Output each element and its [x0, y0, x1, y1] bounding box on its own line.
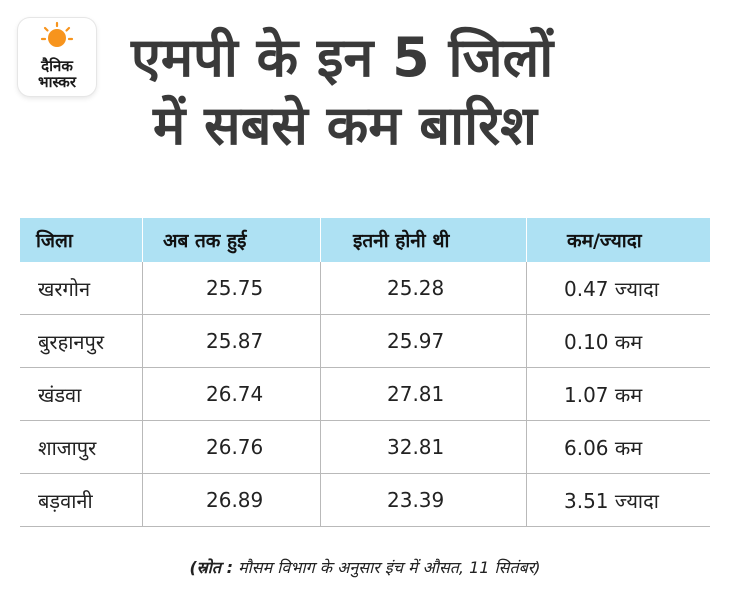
table-row: बुरहानपुर 25.87 25.97 0.10 कम — [20, 315, 710, 368]
cell-district: बड़वानी — [38, 488, 93, 513]
cell-deficit-excess: 6.06 कम — [526, 421, 710, 473]
table-header-row: जिला अब तक हुई इतनी होनी थी कम/ज्यादा — [20, 218, 710, 262]
table-row: खंडवा 26.74 27.81 1.07 कम — [20, 368, 710, 421]
cell-district: शाजापुर — [38, 435, 97, 460]
cell-rain-expected: 25.28 — [320, 262, 526, 314]
source-note: (स्रोत : मौसम विभाग के अनुसार इंच में औस… — [0, 556, 730, 578]
cell-rain-so-far: 26.89 — [142, 474, 320, 526]
cell-district: बुरहानपुर — [38, 329, 105, 354]
header-rain-so-far: अब तक हुई — [142, 218, 320, 262]
cell-rain-so-far: 26.74 — [142, 368, 320, 420]
source-text: मौसम विभाग के अनुसार इंच में औसत, 11 सित… — [232, 558, 541, 577]
table-row: बड़वानी 26.89 23.39 3.51 ज्यादा — [20, 474, 710, 527]
cell-rain-so-far: 26.76 — [142, 421, 320, 473]
cell-rain-so-far: 25.75 — [142, 262, 320, 314]
rainfall-table: जिला अब तक हुई इतनी होनी थी कम/ज्यादा खर… — [20, 218, 710, 527]
title-line-1: एमपी के इन 5 जिलों — [131, 26, 554, 89]
cell-rain-expected: 25.97 — [320, 315, 526, 367]
header-district: जिला — [36, 230, 73, 252]
cell-deficit-excess: 0.47 ज्यादा — [526, 262, 710, 314]
sun-icon — [40, 21, 74, 47]
logo-line-1: दैनिक — [41, 57, 73, 75]
source-label: (स्रोत : — [189, 558, 233, 577]
header-deficit-excess: कम/ज्यादा — [526, 218, 710, 262]
cell-rain-expected: 27.81 — [320, 368, 526, 420]
table-row: शाजापुर 26.76 32.81 6.06 कम — [20, 421, 710, 474]
cell-deficit-excess: 3.51 ज्यादा — [526, 474, 710, 526]
page-title: एमपी के इन 5 जिलों में सबसे कम बारिश — [125, 24, 715, 160]
header-rain-expected: इतनी होनी थी — [320, 218, 526, 262]
title-line-2: में सबसे कम बारिश — [153, 94, 537, 157]
table-row: खरगोन 25.75 25.28 0.47 ज्यादा — [20, 262, 710, 315]
cell-deficit-excess: 0.10 कम — [526, 315, 710, 367]
dainik-bhaskar-logo: दैनिक भास्कर — [18, 18, 96, 96]
logo-line-2: भास्कर — [38, 73, 76, 91]
cell-rain-expected: 32.81 — [320, 421, 526, 473]
cell-district: खरगोन — [38, 276, 91, 301]
cell-rain-so-far: 25.87 — [142, 315, 320, 367]
cell-rain-expected: 23.39 — [320, 474, 526, 526]
cell-district: खंडवा — [38, 382, 82, 407]
cell-deficit-excess: 1.07 कम — [526, 368, 710, 420]
logo-wordmark: दैनिक भास्कर — [18, 58, 96, 90]
